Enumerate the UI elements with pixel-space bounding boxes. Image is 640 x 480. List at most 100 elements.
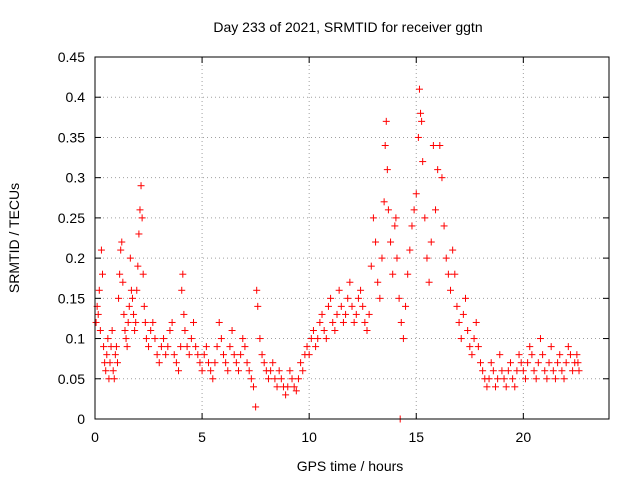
data-point: [149, 318, 157, 326]
data-point: [381, 141, 389, 149]
data-point: [337, 302, 345, 310]
data-point: [128, 294, 136, 302]
data-point: [141, 318, 149, 326]
data-point: [551, 375, 559, 383]
data-point: [485, 375, 493, 383]
data-point: [558, 367, 566, 375]
data-point: [528, 351, 536, 359]
data-point: [509, 375, 517, 383]
data-point: [94, 310, 102, 318]
data-point: [116, 270, 124, 278]
data-point: [318, 310, 326, 318]
x-tick-label: 0: [91, 429, 99, 445]
y-tick-label: 0.1: [66, 331, 86, 347]
data-point: [575, 367, 583, 375]
data-point: [177, 343, 185, 351]
data-point: [226, 343, 234, 351]
data-point: [187, 335, 195, 343]
data-point: [487, 359, 495, 367]
data-point: [297, 359, 305, 367]
data-point: [222, 359, 230, 367]
data-point: [500, 375, 508, 383]
data-point: [224, 367, 232, 375]
data-point: [455, 318, 463, 326]
data-point: [241, 343, 249, 351]
y-tick-label: 0.15: [58, 290, 85, 306]
data-point: [254, 302, 262, 310]
data-point: [98, 270, 106, 278]
data-point: [432, 206, 440, 214]
data-point: [342, 310, 350, 318]
data-point: [554, 359, 562, 367]
data-point: [372, 238, 380, 246]
data-point: [164, 343, 172, 351]
data-point: [126, 254, 134, 262]
data-point: [234, 367, 242, 375]
data-point: [324, 302, 332, 310]
data-point: [479, 367, 487, 375]
data-point: [545, 359, 553, 367]
data-point: [502, 383, 510, 391]
data-point: [123, 343, 131, 351]
data-point: [352, 310, 360, 318]
data-point: [205, 359, 213, 367]
data-point: [97, 246, 105, 254]
data-point: [562, 359, 570, 367]
data-point: [104, 335, 112, 343]
data-point: [429, 141, 437, 149]
data-point: [207, 367, 215, 375]
x-tick-label: 20: [516, 429, 532, 445]
data-point: [198, 367, 206, 375]
data-point: [569, 367, 577, 375]
x-tick-label: 5: [198, 429, 206, 445]
data-point: [153, 351, 161, 359]
data-point: [483, 383, 491, 391]
data-point: [151, 335, 159, 343]
data-point: [170, 351, 178, 359]
data-point: [307, 335, 315, 343]
data-point: [560, 375, 568, 383]
data-point: [549, 367, 557, 375]
data-point: [402, 302, 410, 310]
data-point: [108, 327, 116, 335]
data-point: [521, 375, 529, 383]
data-point: [350, 318, 358, 326]
data-point: [135, 230, 143, 238]
data-point: [541, 367, 549, 375]
data-point: [369, 214, 377, 222]
data-point: [209, 375, 217, 383]
data-point: [194, 351, 202, 359]
data-point: [113, 359, 121, 367]
data-point: [462, 294, 470, 302]
data-point: [181, 327, 189, 335]
data-point: [183, 343, 191, 351]
data-point: [515, 351, 523, 359]
data-point: [383, 166, 391, 174]
data-point: [378, 254, 386, 262]
tick-layer: 0 0.05 0.1 0.15 0.2 0.25 0.3 0.35 0.4 0.45 0 5 10 15 2…: [58, 49, 609, 445]
chart-title: Day 233 of 2021, SRMTID for receiver ggt…: [213, 19, 482, 35]
y-tick-label: 0: [77, 411, 85, 427]
data-point: [434, 166, 442, 174]
data-point: [453, 302, 461, 310]
data-point: [121, 327, 129, 335]
data-point: [532, 375, 540, 383]
data-point: [406, 246, 414, 254]
data-point: [230, 351, 238, 359]
data-point: [110, 375, 118, 383]
data-point: [530, 367, 538, 375]
data-point: [367, 262, 375, 270]
data-point: [260, 359, 268, 367]
y-tick-label: 0.4: [66, 89, 86, 105]
data-point: [468, 351, 476, 359]
data-point: [202, 343, 210, 351]
data-point: [346, 278, 354, 286]
point-layer: [92, 85, 583, 423]
data-point: [111, 351, 119, 359]
data-point: [320, 327, 328, 335]
data-point: [425, 278, 433, 286]
data-point: [166, 327, 174, 335]
data-point: [440, 222, 448, 230]
data-point: [120, 310, 128, 318]
data-point: [282, 391, 290, 399]
